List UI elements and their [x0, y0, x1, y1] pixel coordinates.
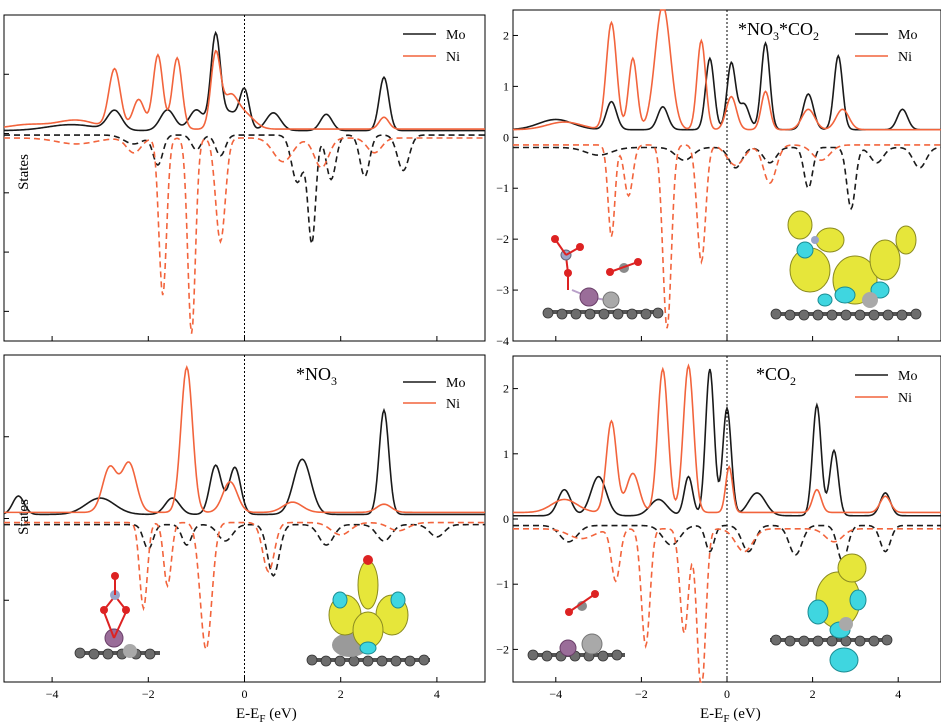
- svg-text:Mo: Mo: [898, 369, 917, 384]
- svg-text:Ni: Ni: [446, 397, 460, 412]
- y-tick-label: 2: [503, 382, 509, 396]
- series-ni-spin-up: [3, 49, 485, 130]
- series-ni-spin-up: [512, 363, 941, 514]
- series-mo-spin-down: [513, 146, 941, 211]
- svg-text:Ni: Ni: [898, 391, 912, 406]
- y-axis-label-bottom: States: [16, 499, 32, 535]
- y-tick-label: −4: [496, 334, 509, 348]
- series-ni-spin-down: [513, 527, 941, 683]
- series-mo-spin-up: [3, 30, 485, 132]
- structure-inset-no3co2-geometry: [542, 235, 664, 320]
- x-axis-label-left: E-EF (eV): [236, 706, 297, 724]
- series-ni-spin-down: [513, 144, 941, 329]
- structure-inset-co2-geometry: [527, 590, 625, 662]
- structure-inset-co2-charge-density: [770, 553, 893, 673]
- x-tick-label: −2: [635, 687, 648, 701]
- y-tick-label: −3: [496, 283, 509, 297]
- x-tick-label: −2: [142, 687, 155, 701]
- annotation-no3-co2: *NO3*CO2: [738, 19, 819, 43]
- y-tick-label: 1: [503, 79, 509, 93]
- legend-bottom-left: Mo Ni *NO3: [296, 364, 465, 412]
- y-tick-label: −2: [496, 642, 509, 656]
- x-axis-label-right: E-EF (eV): [700, 706, 761, 724]
- x-tick-label: 2: [338, 687, 344, 701]
- series-mo-spin-down: [4, 523, 485, 577]
- y-tick-label: 0: [503, 512, 509, 526]
- series-mo-spin-down: [513, 524, 941, 563]
- x-tick-label: 4: [434, 687, 440, 701]
- legend-top-left: Mo Ni: [403, 28, 465, 65]
- structure-inset-no3-geometry: [74, 572, 160, 660]
- svg-text:Mo: Mo: [898, 28, 917, 43]
- x-tick-label: 0: [242, 687, 248, 701]
- y-axis-label-top: States: [16, 154, 32, 190]
- x-tick-label: 0: [724, 687, 730, 701]
- series-mo-spin-down: [4, 134, 485, 247]
- legend-top-right: Mo Ni *NO3*CO2: [738, 19, 917, 65]
- series-ni-spin-up: [4, 365, 485, 514]
- y-tick-label: 2: [503, 28, 509, 42]
- series-ni-spin-down: [4, 521, 485, 652]
- x-tick-label: −4: [46, 687, 59, 701]
- panel-top-right: −4 −3 −2 −1 0 1 2: [496, 9, 941, 348]
- series-ni-spin-up: [512, 9, 941, 131]
- legend-bottom-right: Mo Ni *CO2: [756, 364, 917, 406]
- x-tick-label: 4: [895, 687, 901, 701]
- y-tick-label: −1: [496, 577, 509, 591]
- svg-text:Mo: Mo: [446, 28, 465, 43]
- structure-inset-no3co2-charge-density: [770, 210, 922, 321]
- svg-text:Ni: Ni: [446, 50, 460, 65]
- series-ni-spin-down: [4, 137, 485, 334]
- series-mo-spin-up: [3, 407, 485, 516]
- y-tick-label: 0: [503, 130, 509, 144]
- x-tick-label: 2: [810, 687, 816, 701]
- svg-text:Ni: Ni: [898, 50, 912, 65]
- structure-inset-no3-charge-density: [306, 555, 430, 667]
- svg-text:Mo: Mo: [446, 376, 465, 391]
- x-tick-label: −4: [549, 687, 562, 701]
- y-tick-label: −1: [496, 181, 509, 195]
- panel-bottom-right: −2 −1 0 1 2 −4 −2 0 2 4: [496, 355, 941, 701]
- y-tick-label: −2: [496, 232, 509, 246]
- annotation-no3: *NO3: [296, 364, 337, 388]
- y-tick-label: 1: [503, 447, 509, 461]
- annotation-co2: *CO2: [756, 364, 796, 388]
